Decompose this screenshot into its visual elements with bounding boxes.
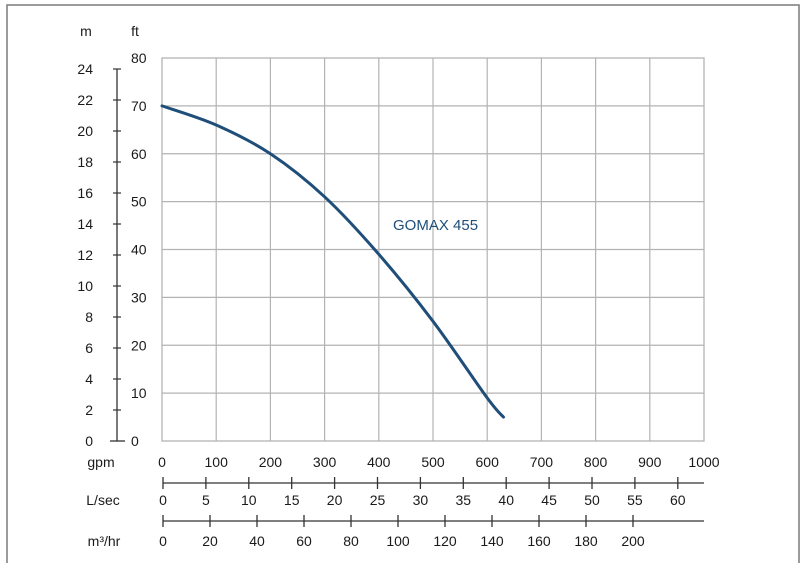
head-m-tick-label: 12	[77, 247, 93, 263]
head-m-tick-label: 14	[77, 216, 93, 232]
flow-lsec-tick-label: 45	[541, 492, 557, 508]
head-ft-tick-label: 50	[131, 194, 147, 210]
flow-gpm-tick-label: 700	[530, 454, 554, 470]
flow-lsec-tick-label: 55	[627, 492, 643, 508]
flow-m3hr-unit-label: m³/hr	[88, 533, 121, 549]
flow-gpm-tick-label: 1000	[688, 454, 719, 470]
flow-m3hr-tick-label: 0	[159, 533, 167, 549]
flow-m3hr-tick-label: 80	[343, 533, 359, 549]
flow-lsec-tick-label: 40	[498, 492, 514, 508]
head-ft-tick-label: 10	[131, 385, 147, 401]
flow-m3hr-tick-label: 100	[386, 533, 410, 549]
flow-gpm-tick-label: 500	[421, 454, 445, 470]
flow-lsec-tick-label: 35	[456, 492, 472, 508]
flow-m3hr-tick-label: 160	[527, 533, 551, 549]
flow-gpm-tick-label: 300	[313, 454, 337, 470]
flow-m3hr-tick-label: 20	[202, 533, 218, 549]
head-m-tick-label: 8	[85, 309, 93, 325]
series-label-gomax-455: GOMAX 455	[393, 217, 478, 234]
outer-frame	[6, 4, 800, 563]
flow-lsec-tick-label: 5	[202, 492, 210, 508]
head-m-tick-label: 18	[77, 154, 93, 170]
flow-lsec-tick-label: 60	[670, 492, 686, 508]
head-ft-tick-label: 60	[131, 146, 147, 162]
flow-m3hr-tick-label: 40	[249, 533, 265, 549]
tick-labels: m024681012141618202224ft0102030405060708…	[77, 23, 719, 549]
flow-gpm-tick-label: 100	[205, 454, 229, 470]
flow-lsec-tick-label: 25	[370, 492, 386, 508]
head-ft-tick-label: 20	[131, 337, 147, 353]
head-m-unit-label: m	[80, 23, 92, 39]
head-m-tick-label: 20	[77, 123, 93, 139]
flow-m3hr-tick-label: 120	[433, 533, 457, 549]
head-m-tick-label: 2	[85, 402, 93, 418]
flow-lsec-tick-label: 50	[584, 492, 600, 508]
head-m-tick-label: 4	[85, 371, 93, 387]
series: GOMAX 455	[160, 104, 505, 419]
flow-m3hr-tick-label: 60	[296, 533, 312, 549]
flow-lsec-tick-label: 15	[284, 492, 300, 508]
flow-lsec-unit-label: L/sec	[86, 492, 119, 508]
axes	[110, 68, 704, 527]
head-ft-tick-label: 0	[131, 433, 139, 449]
flow-gpm-tick-label: 800	[584, 454, 608, 470]
flow-m3hr-tick-label: 200	[621, 533, 645, 549]
flow-gpm-unit-label: gpm	[87, 454, 114, 470]
flow-gpm-tick-label: 0	[158, 454, 166, 470]
flow-gpm-tick-label: 200	[259, 454, 283, 470]
flow-m3hr-tick-label: 180	[574, 533, 598, 549]
series-curve-gomax-455	[160, 104, 505, 419]
head-m-tick-label: 10	[77, 278, 93, 294]
head-m-tick-label: 22	[77, 92, 93, 108]
flow-gpm-tick-label: 400	[367, 454, 391, 470]
head-ft-tick-label: 80	[131, 50, 147, 66]
flow-gpm-tick-label: 600	[476, 454, 500, 470]
flow-lsec-tick-label: 30	[413, 492, 429, 508]
head-m-tick-label: 16	[77, 185, 93, 201]
head-ft-tick-label: 40	[131, 242, 147, 258]
flow-gpm-tick-label: 900	[638, 454, 662, 470]
head-m-tick-label: 6	[85, 340, 93, 356]
head-ft-tick-label: 70	[131, 98, 147, 114]
flow-m3hr-tick-label: 140	[480, 533, 504, 549]
grid	[161, 57, 705, 442]
flow-lsec-tick-label: 0	[159, 492, 167, 508]
head-ft-unit-label: ft	[131, 23, 139, 39]
head-m-tick-label: 24	[77, 61, 93, 77]
flow-lsec-tick-label: 20	[327, 492, 343, 508]
head-ft-tick-label: 30	[131, 289, 147, 305]
head-m-tick-label: 0	[85, 433, 93, 449]
flow-lsec-tick-label: 10	[241, 492, 257, 508]
